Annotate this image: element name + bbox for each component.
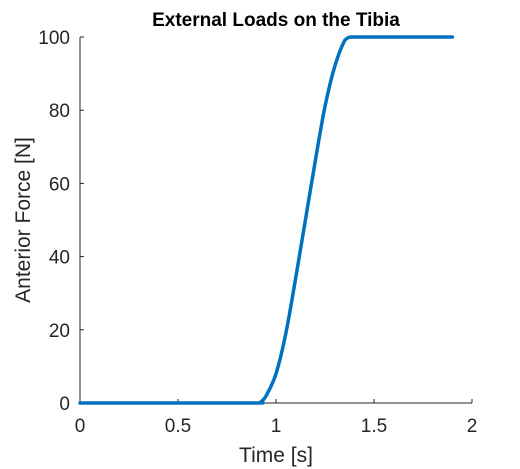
y-tick-label: 40 [49, 248, 70, 269]
y-tick-label: 60 [49, 174, 70, 195]
y-tick-label: 100 [38, 28, 70, 49]
y-ticks: 0 20 40 60 80 100 [38, 28, 84, 415]
x-ticks: 0 0.5 1 1.5 2 [75, 399, 478, 437]
x-tick-label: 1 [271, 416, 282, 437]
x-tick-label: 0.5 [165, 416, 191, 437]
x-tick-label: 2 [467, 416, 478, 437]
series-line [78, 35, 455, 405]
y-tick-label: 0 [59, 394, 70, 415]
x-tick-label: 0 [75, 416, 86, 437]
y-tick-label: 80 [49, 101, 70, 122]
x-axis-label: Time [s] [239, 444, 313, 467]
y-axis-label: Anterior Force [N] [12, 137, 35, 303]
y-tick-label: 20 [49, 321, 70, 342]
x-tick-label: 1.5 [361, 416, 387, 437]
axes [79, 37, 472, 404]
chart-title: External Loads on the Tibia [152, 10, 400, 31]
